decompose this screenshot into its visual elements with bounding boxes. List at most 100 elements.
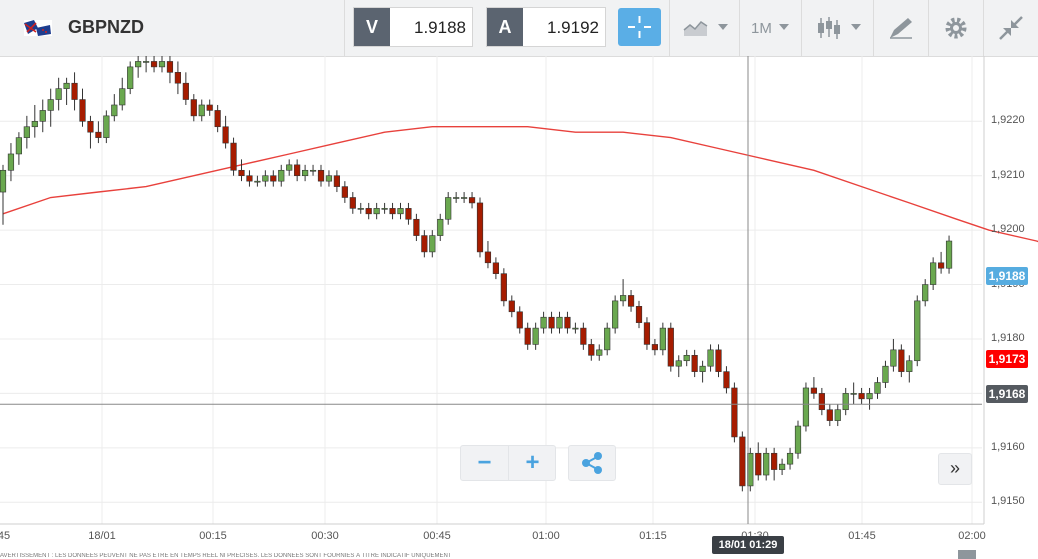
ask-quote-button[interactable]: A 1.9192 [486, 7, 606, 47]
candle [278, 164, 285, 187]
candle-body [317, 169, 325, 182]
timeframe-button[interactable]: 1M [739, 0, 801, 56]
candle-body [190, 99, 197, 117]
disclaimer-text: AVERTISSEMENT : LES DONNÉES PEUVENT NE P… [0, 553, 452, 559]
candle-body [548, 316, 555, 329]
candle-type-button[interactable] [801, 0, 873, 56]
candle [294, 159, 301, 182]
candle [55, 77, 62, 111]
candle [238, 159, 245, 182]
candle [532, 322, 539, 350]
candle-body [643, 322, 651, 345]
candle-body [39, 110, 46, 122]
candle-body [500, 273, 507, 302]
y-tick-label: 1,9160 [991, 440, 1025, 453]
candle-body [389, 208, 396, 215]
candle [429, 230, 436, 258]
candles-layer [0, 56, 953, 492]
candle-body [794, 425, 802, 454]
candle [484, 241, 492, 269]
drawing-tools-button[interactable] [873, 0, 928, 56]
candle [914, 295, 921, 367]
candle [667, 322, 674, 372]
candle-body [810, 387, 817, 394]
candle [460, 192, 468, 203]
cursor-time-label: 18/01 01:29 [712, 536, 784, 554]
zoom-out-button[interactable]: − [461, 446, 509, 480]
candle [548, 311, 555, 334]
candle-body [460, 197, 468, 199]
candle [317, 164, 325, 187]
candle [635, 300, 643, 329]
candle [731, 382, 738, 443]
share-icon [582, 452, 602, 474]
candle-body [238, 169, 245, 177]
candle [890, 338, 897, 372]
collapse-button[interactable] [983, 0, 1038, 56]
candle [0, 164, 7, 225]
candle [453, 192, 460, 203]
candle [286, 159, 293, 176]
bid-quote-button[interactable]: V 1.9188 [353, 7, 473, 47]
crosshair-button[interactable] [618, 8, 661, 46]
candle [365, 202, 372, 220]
candle-body [111, 104, 118, 117]
x-tick-label: 00:15 [199, 530, 227, 542]
candle-body [516, 311, 523, 329]
moving-average-line [2, 125, 1038, 243]
share-button[interactable] [568, 445, 616, 481]
candle [270, 170, 277, 187]
candle [127, 61, 134, 95]
candle-body [612, 300, 619, 329]
expand-icon[interactable] [956, 549, 978, 559]
candle-body [437, 218, 444, 236]
candle-body [0, 169, 7, 193]
chart-toolbar: GBPNZD V 1.9188 A 1.9192 1M [0, 0, 1038, 57]
candle-body [707, 349, 714, 367]
candle [492, 257, 500, 280]
zoom-in-button[interactable]: + [525, 449, 540, 476]
collapse-icon [999, 16, 1023, 40]
candle [794, 420, 802, 459]
candle-body [397, 208, 404, 215]
candle [786, 447, 794, 470]
candle-body [87, 121, 94, 133]
candle [842, 387, 849, 416]
candle [906, 355, 913, 383]
gear-icon [945, 17, 967, 39]
scroll-right-button[interactable]: » [938, 453, 972, 485]
settings-button[interactable] [928, 0, 983, 56]
candle [874, 377, 881, 399]
candle [572, 322, 579, 334]
candle-body [294, 164, 301, 177]
price-chart[interactable] [0, 56, 1038, 559]
candle [143, 56, 150, 73]
candle [341, 181, 348, 203]
candle-body [429, 235, 436, 253]
candle-body [866, 393, 873, 400]
candle-body [802, 387, 810, 427]
candle [691, 349, 698, 378]
chart-style-button[interactable] [669, 0, 739, 56]
candle [246, 170, 253, 187]
candle-body [476, 202, 484, 253]
candle [922, 279, 929, 307]
candle [262, 170, 269, 187]
candle-body [135, 61, 142, 68]
candle [87, 115, 94, 149]
candle-body [858, 393, 865, 400]
candle [421, 230, 428, 258]
candle [699, 360, 706, 383]
candle [619, 279, 627, 307]
candle [23, 115, 30, 149]
candle [373, 202, 380, 220]
candle [214, 104, 221, 133]
candle-body [580, 327, 587, 345]
crosshair-lines [0, 56, 982, 524]
candle-body [540, 316, 547, 329]
x-tick-label: 02:00 [958, 530, 986, 542]
chevron-down-icon [718, 24, 728, 30]
candle [198, 99, 205, 122]
candle [325, 170, 333, 187]
candle-body [453, 197, 460, 199]
